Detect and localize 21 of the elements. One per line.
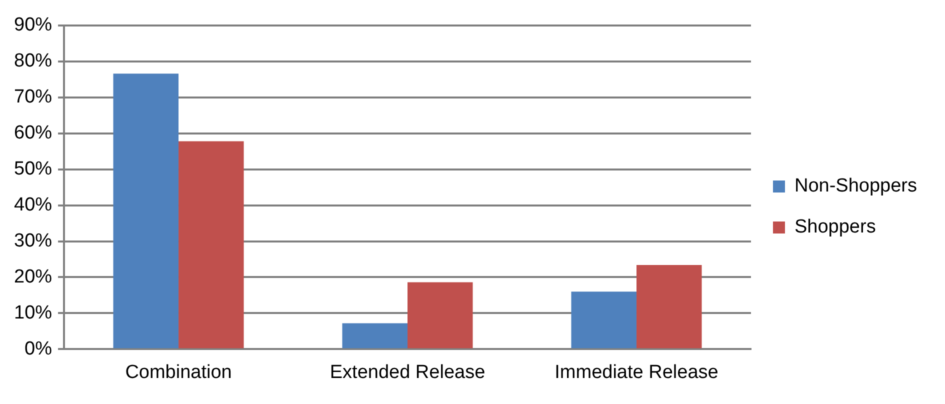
bar — [408, 282, 473, 348]
bar — [571, 292, 636, 348]
legend-label: Shoppers — [794, 216, 876, 238]
y-tick-label: 30% — [14, 230, 52, 252]
legend-label: Non-Shoppers — [794, 176, 918, 197]
y-tick-label: 60% — [14, 122, 52, 144]
bar — [636, 265, 702, 348]
y-tick-label: 50% — [14, 158, 52, 180]
y-tick-label: 70% — [14, 86, 52, 108]
y-tick-label: 20% — [14, 266, 52, 288]
bar — [178, 141, 244, 348]
x-tick-label: Immediate Release — [554, 362, 718, 383]
bar — [342, 323, 408, 348]
bar — [113, 74, 179, 348]
y-tick-label: 80% — [14, 50, 52, 72]
y-tick-label: 90% — [14, 14, 52, 36]
x-tick-label: Extended Release — [330, 362, 486, 383]
y-tick-label: 0% — [24, 338, 52, 360]
y-tick-label: 40% — [14, 194, 52, 216]
y-tick-label: 10% — [14, 302, 52, 324]
x-tick-label: Combination — [125, 362, 232, 383]
